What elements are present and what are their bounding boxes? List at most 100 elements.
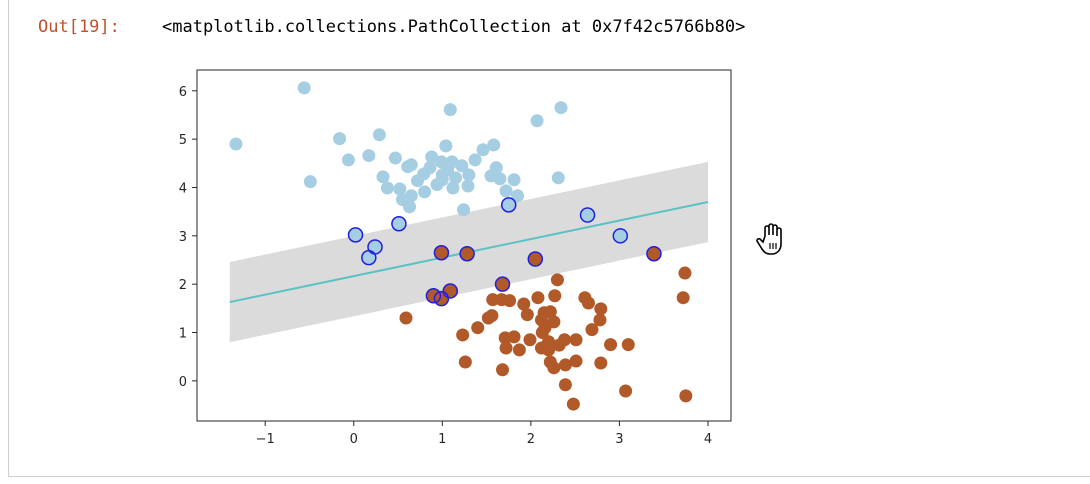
data-point-class1 — [594, 356, 608, 370]
data-point-class1 — [558, 378, 572, 392]
data-point-class0 — [333, 132, 347, 146]
x-tick-label: 2 — [527, 432, 535, 447]
y-tick-label: 2 — [179, 278, 187, 293]
data-point-class0 — [476, 143, 490, 157]
data-point-class0 — [368, 240, 382, 254]
data-point-class1 — [550, 273, 564, 287]
data-point-class1 — [512, 343, 526, 357]
data-point-class1 — [566, 397, 580, 411]
data-point-class1 — [520, 308, 534, 322]
data-point-class0 — [403, 200, 417, 214]
data-point-class0 — [439, 139, 453, 153]
x-tick-label: −1 — [256, 432, 275, 447]
data-point-class1 — [548, 289, 562, 303]
data-point-class0 — [229, 137, 243, 151]
data-point-class0 — [457, 203, 471, 217]
data-point-class1 — [499, 341, 513, 355]
data-point-class0 — [380, 181, 394, 195]
support-vector-marker — [433, 245, 450, 261]
support-vector-marker — [347, 227, 364, 243]
data-point-class1 — [594, 302, 608, 316]
data-point-class0 — [487, 138, 501, 152]
data-point-class1 — [523, 333, 537, 347]
support-vector-marker — [433, 290, 450, 307]
y-tick-label: 3 — [179, 230, 187, 245]
data-point-class1 — [604, 338, 618, 352]
data-point-class0 — [581, 208, 595, 222]
data-point-class0 — [418, 185, 432, 199]
data-point-class0 — [511, 189, 525, 203]
data-point-class1 — [679, 389, 693, 403]
data-point-class0 — [404, 189, 418, 203]
data-point-class0 — [554, 101, 568, 115]
data-point-class0 — [303, 175, 317, 189]
x-tick-label: 4 — [704, 432, 712, 447]
data-point-class0 — [388, 151, 402, 165]
data-point-class1 — [528, 252, 542, 266]
data-point-class0 — [393, 182, 407, 196]
support-vector-marker — [527, 251, 544, 267]
y-tick-label: 6 — [179, 85, 187, 100]
data-point-class0 — [372, 128, 386, 142]
data-point-class1 — [547, 361, 561, 375]
data-point-class0 — [443, 103, 457, 117]
output-prompt: Out[19]: — [38, 17, 120, 37]
data-point-class0 — [502, 198, 516, 212]
data-point-class1 — [678, 266, 692, 280]
support-vector-marker — [494, 276, 511, 292]
x-tick-label: 3 — [615, 432, 623, 447]
data-point-class0 — [530, 114, 544, 128]
support-vector-marker — [391, 215, 407, 232]
data-point-class0 — [341, 153, 355, 167]
data-point-class1 — [537, 306, 551, 320]
data-point-class0 — [468, 153, 482, 167]
data-point-class0 — [362, 251, 376, 265]
data-point-class1 — [581, 296, 595, 310]
data-point-class0 — [445, 155, 459, 169]
support-vector-marker — [612, 228, 629, 244]
data-point-class1 — [458, 355, 472, 369]
data-point-class1 — [507, 330, 521, 344]
data-point-class0 — [613, 229, 627, 243]
support-vector-marker — [459, 245, 475, 262]
data-point-class1 — [585, 323, 599, 337]
x-tick-label: 1 — [438, 432, 446, 447]
data-point-class1 — [434, 246, 448, 260]
support-vector-marker — [425, 288, 442, 304]
data-point-class1 — [535, 326, 549, 340]
data-point-class1 — [503, 294, 517, 308]
data-point-class1 — [569, 333, 583, 347]
data-point-class1 — [399, 311, 413, 325]
data-point-class1 — [496, 277, 510, 291]
data-point-class0 — [455, 159, 469, 173]
data-point-class1 — [460, 247, 474, 261]
output-text: <matplotlib.collections.PathCollection a… — [162, 17, 746, 37]
data-point-class0 — [489, 161, 503, 175]
data-point-class1 — [558, 358, 572, 372]
data-point-class0 — [499, 184, 513, 198]
support-vector-marker — [361, 249, 377, 266]
data-point-class1 — [552, 338, 566, 352]
data-point-class0 — [507, 173, 521, 187]
cell-left-border — [8, 0, 9, 477]
data-point-class1 — [485, 309, 499, 323]
data-point-class0 — [462, 168, 476, 182]
support-vector-marker — [500, 197, 517, 213]
data-point-class0 — [297, 81, 311, 95]
data-point-class1 — [542, 343, 556, 357]
data-point-class1 — [471, 321, 485, 335]
data-point-class0 — [425, 150, 439, 164]
y-tick-label: 1 — [179, 327, 187, 342]
data-point-class1 — [619, 384, 633, 398]
data-point-class0 — [362, 149, 376, 163]
data-point-class0 — [461, 179, 475, 193]
data-point-class1 — [456, 328, 470, 342]
support-vector-marker — [442, 283, 459, 299]
data-point-class1 — [531, 291, 545, 305]
cell-bottom-border — [8, 476, 1090, 477]
data-point-class0 — [435, 173, 449, 187]
data-point-class1 — [569, 354, 583, 368]
data-point-class0 — [349, 228, 363, 242]
data-point-class1 — [496, 363, 510, 377]
